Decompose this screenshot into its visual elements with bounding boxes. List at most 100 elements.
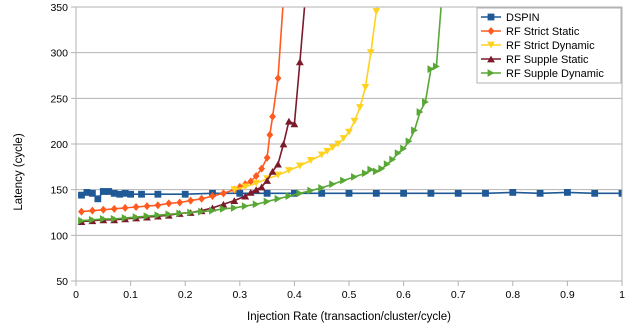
legend-label: RF Supple Dynamic (506, 68, 604, 80)
legend-label: RF Strict Dynamic (506, 40, 595, 52)
data-point-rf-supple-dynamic (187, 208, 195, 217)
data-point-dspin (509, 189, 517, 196)
data-point-rf-supple-dynamic (367, 165, 375, 174)
x-axis-title: Injection Rate (transaction/cluster/cycl… (247, 311, 451, 323)
data-point-dspin (318, 189, 326, 197)
data-point-rf-strict-static (165, 199, 173, 208)
data-point-rf-supple-static (252, 186, 261, 194)
legend-item-rf-strict-dynamic: RF Strict Dynamic (481, 40, 595, 52)
data-point-rf-supple-dynamic (405, 137, 413, 146)
data-point-rf-strict-dynamic (328, 144, 337, 152)
data-point-dspin (263, 189, 271, 197)
data-point-rf-supple-dynamic (411, 126, 418, 135)
series-rf-strict-static (78, 7, 284, 216)
data-point-dspin (482, 189, 489, 197)
data-point-rf-strict-dynamic (274, 171, 282, 179)
legend-swatch-marker (487, 13, 495, 21)
y-tick-label: 300 (50, 48, 68, 60)
data-point-rf-supple-dynamic (416, 108, 424, 116)
data-point-dspin (291, 189, 298, 197)
data-point-dspin (78, 191, 85, 199)
data-point-rf-strict-static (99, 205, 107, 214)
data-point-rf-strict-static (198, 194, 205, 203)
data-point-rf-supple-dynamic (378, 164, 386, 173)
data-point-rf-supple-dynamic (296, 189, 304, 198)
data-point-rf-strict-dynamic (361, 83, 370, 91)
x-tick-label: 0.9 (560, 289, 575, 301)
data-point-dspin (110, 189, 118, 197)
data-point-dspin (154, 190, 162, 198)
data-point-dspin (99, 188, 107, 195)
data-point-rf-supple-static (274, 160, 282, 168)
data-point-rf-supple-static (279, 140, 288, 148)
data-point-rf-strict-static (263, 153, 271, 162)
legend-swatch-marker (487, 55, 495, 63)
data-point-rf-supple-dynamic (372, 167, 380, 176)
data-point-rf-strict-static (236, 182, 244, 191)
data-point-dspin (536, 189, 544, 197)
data-point-rf-strict-dynamic (230, 186, 239, 194)
data-point-dspin (94, 195, 102, 203)
x-tick-label: 0.5 (342, 289, 357, 301)
data-point-dspin (83, 189, 91, 196)
data-point-rf-supple-dynamic (432, 62, 440, 71)
legend-swatch-marker (487, 27, 495, 35)
data-point-rf-supple-dynamic (132, 213, 140, 221)
data-point-rf-supple-dynamic (400, 144, 407, 153)
y-tick-label: 200 (50, 139, 68, 151)
data-point-rf-supple-dynamic (176, 209, 184, 218)
data-point-rf-supple-dynamic (263, 197, 271, 206)
x-tick-label: 1 (619, 289, 625, 301)
x-tick-label: 0.6 (396, 289, 411, 301)
data-point-rf-strict-dynamic (252, 179, 261, 187)
data-point-rf-strict-dynamic (323, 147, 332, 155)
data-point-rf-strict-static (220, 189, 227, 198)
data-point-rf-supple-static (301, 0, 309, 1)
data-point-rf-strict-static (269, 112, 276, 121)
data-point-dspin (618, 189, 622, 197)
data-point-rf-supple-dynamic (438, 0, 445, 2)
data-point-dspin (400, 189, 407, 197)
x-tick-label: 0.2 (178, 289, 193, 301)
legend-label: RF Supple Static (506, 54, 589, 66)
legend-item-dspin: DSPIN (481, 12, 540, 24)
data-point-rf-supple-static (263, 177, 271, 184)
x-tick-label: 0.7 (451, 289, 466, 301)
series-rf-supple-dynamic (78, 0, 445, 225)
series-line-rf-supple-static (81, 7, 306, 223)
data-point-rf-strict-static (154, 201, 162, 210)
data-point-dspin (138, 190, 145, 198)
data-point-rf-strict-static (121, 203, 129, 212)
data-point-rf-supple-dynamic (383, 160, 391, 168)
data-point-rf-supple-static (246, 189, 255, 196)
data-point-rf-strict-dynamic (372, 8, 381, 15)
data-point-rf-strict-dynamic (317, 151, 326, 159)
data-point-rf-supple-dynamic (198, 207, 205, 216)
data-point-rf-supple-dynamic (340, 176, 347, 185)
data-point-dspin (116, 190, 124, 198)
y-tick-label: 50 (56, 276, 68, 288)
data-point-rf-strict-static (88, 206, 96, 215)
legend-label: DSPIN (506, 12, 540, 24)
data-point-rf-strict-dynamic (345, 128, 353, 136)
legend-swatch-marker (487, 41, 495, 49)
series-line-rf-strict-dynamic (234, 7, 379, 191)
data-point-rf-strict-static (258, 164, 266, 173)
data-point-rf-strict-dynamic (306, 157, 315, 164)
data-point-rf-supple-dynamic (318, 183, 326, 192)
series-rf-strict-dynamic (230, 7, 381, 194)
data-point-dspin (127, 190, 134, 198)
data-point-rf-strict-static (132, 203, 140, 212)
data-point-rf-strict-static (252, 171, 260, 180)
data-point-rf-supple-static (285, 117, 293, 125)
data-point-rf-strict-static (247, 177, 255, 186)
y-axis-title: Latency (cycle) (13, 133, 25, 211)
data-point-rf-supple-dynamic (351, 172, 358, 181)
x-tick-label: 0.1 (123, 289, 138, 301)
data-point-rf-strict-dynamic (366, 49, 375, 57)
data-point-rf-supple-dynamic (389, 155, 397, 164)
data-point-rf-supple-dynamic (394, 149, 402, 158)
x-tick-label: 0.8 (505, 289, 520, 301)
data-point-rf-supple-static (268, 168, 277, 175)
